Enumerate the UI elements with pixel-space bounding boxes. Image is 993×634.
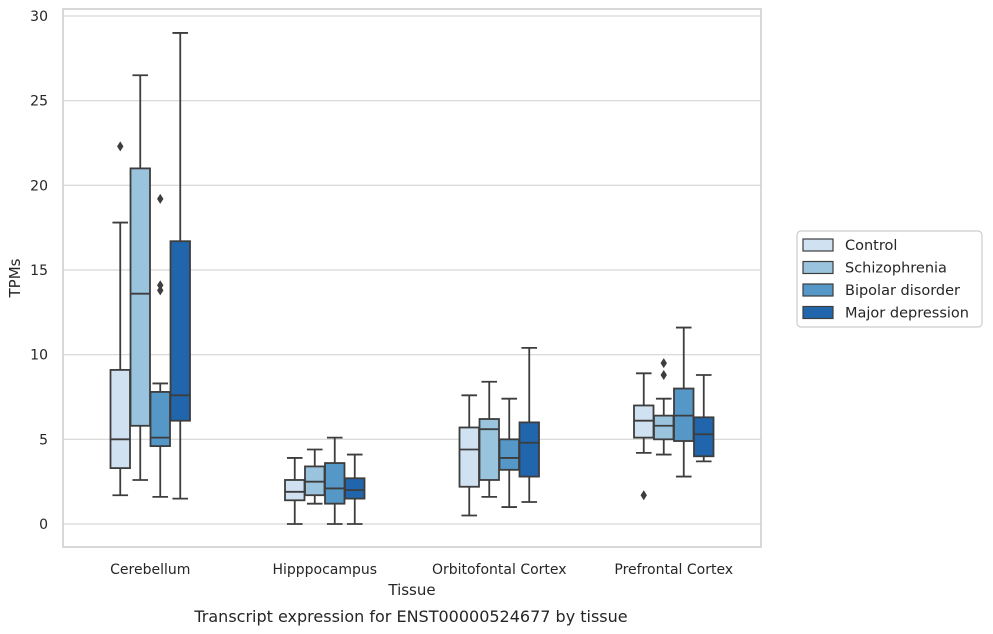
- box-iqr: [344, 477, 366, 500]
- x-tick-label: Cerebellum: [110, 562, 190, 578]
- outlier-point: [157, 193, 164, 204]
- grid-lines: [63, 15, 761, 525]
- legend-swatch: [802, 260, 834, 275]
- outlier-point: [660, 358, 667, 369]
- box-0-3: [169, 32, 191, 500]
- x-tick-label: Prefrontal Cortex: [614, 562, 733, 578]
- box-2-1: [478, 380, 500, 498]
- box-0-1: [129, 74, 151, 481]
- box-3-0: [633, 372, 655, 501]
- box-2-3: [518, 346, 540, 503]
- y-axis-label: TPMs: [6, 258, 24, 298]
- legend: Control Schizophrenia Bipolar disorder Majo…: [796, 230, 983, 328]
- box-iqr: [324, 462, 346, 505]
- x-tick-label: Hipppocampus: [272, 562, 377, 578]
- y-tick-label: 20: [30, 178, 48, 194]
- outlier-point: [660, 369, 667, 380]
- x-axis-label: Tissue: [387, 581, 435, 599]
- y-tick-label: 30: [30, 9, 48, 25]
- box-1-2: [324, 436, 346, 525]
- x-axis-ticks: Cerebellum Hipppocampus Orbitofontal Corte…: [110, 562, 733, 578]
- box-iqr: [478, 418, 500, 481]
- box-2-0: [458, 394, 480, 517]
- y-tick-label: 10: [30, 348, 48, 364]
- box-groups: [109, 32, 715, 525]
- y-tick-label: 0: [39, 517, 48, 533]
- plot-frame: [62, 8, 762, 548]
- box-iqr: [458, 426, 480, 488]
- outlier-point: [640, 490, 647, 501]
- outlier-point: [157, 280, 164, 291]
- legend-swatch: [802, 305, 834, 320]
- box-3-3: [693, 374, 715, 463]
- outlier-point: [157, 285, 164, 296]
- box-iqr: [109, 369, 131, 470]
- legend-swatch: [802, 283, 834, 297]
- box-iqr: [498, 438, 520, 471]
- box-iqr: [653, 414, 675, 441]
- box-1-3: [344, 453, 366, 525]
- box-2-2: [498, 397, 520, 508]
- box-0-0: [109, 141, 131, 497]
- y-axis-ticks: 0 5 10 15 20 25 30: [30, 9, 48, 533]
- y-tick-label: 15: [30, 263, 48, 279]
- box-0-2: [149, 193, 171, 498]
- legend-label: Schizophrenia: [845, 261, 947, 277]
- box-3-2: [673, 326, 695, 478]
- box-iqr: [518, 421, 540, 478]
- box-iqr: [693, 416, 715, 458]
- legend-frame: [796, 230, 983, 328]
- y-tick-label: 5: [39, 432, 48, 448]
- chart-caption: Transcript expression for ENST0000052467…: [193, 607, 627, 626]
- y-tick-label: 25: [30, 94, 48, 110]
- x-tick-label: Orbitofontal Cortex: [432, 562, 567, 578]
- legend-swatch: [802, 238, 834, 252]
- legend-label: Major depression: [845, 306, 969, 322]
- box-1-0: [284, 457, 306, 525]
- legend-label: Bipolar disorder: [845, 283, 960, 299]
- box-iqr: [284, 479, 306, 502]
- box-iqr: [129, 167, 151, 427]
- box-iqr: [169, 240, 191, 422]
- legend-label: Control: [845, 238, 897, 254]
- outlier-point: [117, 141, 124, 152]
- box-1-1: [304, 448, 326, 505]
- box-3-1: [653, 358, 675, 456]
